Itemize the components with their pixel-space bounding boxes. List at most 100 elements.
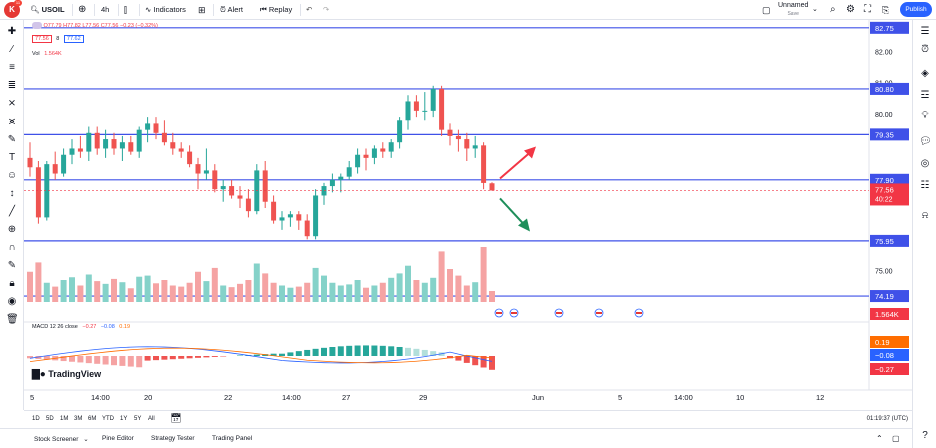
candle[interactable] xyxy=(439,88,445,130)
candle[interactable] xyxy=(279,217,285,221)
candle[interactable] xyxy=(69,148,75,155)
candle[interactable] xyxy=(346,167,352,177)
bell-icon[interactable]: ⍾ xyxy=(921,210,929,221)
tradingview-logo[interactable]: ▇● TradingView xyxy=(32,369,101,380)
fib-icon[interactable]: ≣ xyxy=(7,80,17,91)
hotlist-icon[interactable]: ☲ xyxy=(920,90,930,101)
range-button-1d[interactable]: 1D xyxy=(32,416,40,422)
candle[interactable] xyxy=(388,142,394,152)
layout-name-button[interactable]: Unnamed Save xyxy=(778,2,808,18)
volume-value-badge[interactable] xyxy=(870,308,909,320)
level-price-badge[interactable] xyxy=(870,82,909,95)
trash-icon[interactable]: 🗑︎ xyxy=(6,314,19,325)
lightbulb-icon[interactable]: 💡︎ xyxy=(921,110,929,121)
range-button-6m[interactable]: 6M xyxy=(88,416,97,422)
macd-value-badge[interactable] xyxy=(870,349,909,361)
trendline-icon[interactable]: ∕ xyxy=(11,44,13,55)
candle[interactable] xyxy=(128,142,134,152)
level-price-badge[interactable] xyxy=(870,290,909,303)
eye-icon[interactable]: ◉ xyxy=(7,296,17,307)
search-icon[interactable]: ⌕ xyxy=(830,4,836,15)
range-button-all[interactable]: All xyxy=(148,416,155,422)
candle[interactable] xyxy=(447,129,453,136)
tab-strategy-tester[interactable]: Strategy Tester xyxy=(151,435,195,442)
candle[interactable] xyxy=(44,164,50,218)
text-icon[interactable]: T xyxy=(8,152,16,163)
candle[interactable] xyxy=(52,164,58,174)
candle[interactable] xyxy=(178,148,184,152)
projection-icon[interactable]: ⪤ xyxy=(8,116,16,127)
candle[interactable] xyxy=(27,157,33,168)
lock-icon[interactable]: 🔒︎ xyxy=(9,278,15,289)
bid-value[interactable]: 77.56 xyxy=(32,35,52,43)
range-button-5d[interactable]: 5D xyxy=(46,416,54,422)
candle[interactable] xyxy=(136,129,142,152)
chevron-down-icon[interactable]: ⌄ xyxy=(812,6,818,13)
candle[interactable] xyxy=(313,195,319,237)
candle[interactable] xyxy=(229,186,235,196)
range-button-1m[interactable]: 1M xyxy=(60,416,69,422)
candle[interactable] xyxy=(472,145,478,149)
range-button-1y[interactable]: 1Y xyxy=(120,416,128,422)
gear-icon[interactable]: ⚙︎ xyxy=(846,4,855,15)
candle[interactable] xyxy=(481,145,487,183)
candle[interactable] xyxy=(397,120,403,143)
candle[interactable] xyxy=(321,186,327,196)
watchlist-icon[interactable]: ☰ xyxy=(920,26,930,37)
candle[interactable] xyxy=(170,142,176,149)
lock-drawing-icon[interactable]: ✎ xyxy=(7,260,17,271)
candle[interactable] xyxy=(220,186,226,190)
ask-value[interactable]: 77.62 xyxy=(63,35,84,43)
candle[interactable] xyxy=(296,214,302,221)
ruler-icon[interactable]: ╱ xyxy=(8,206,16,217)
candle[interactable] xyxy=(145,123,151,130)
candle[interactable] xyxy=(195,164,201,174)
user-avatar[interactable]: K xyxy=(4,2,20,18)
eye-icon[interactable] xyxy=(32,22,42,29)
candle[interactable] xyxy=(161,132,167,143)
range-button-5y[interactable]: 5Y xyxy=(134,416,142,422)
candle[interactable] xyxy=(245,198,251,212)
chart-area[interactable]: 82.0081.0080.0078.0076.0075.0082.7580.80… xyxy=(24,20,912,410)
alarm-clock-icon[interactable]: ⏰︎ xyxy=(921,44,929,55)
candle[interactable] xyxy=(413,101,419,111)
level-price-badge[interactable] xyxy=(870,173,909,186)
candle[interactable] xyxy=(237,195,243,199)
down-arrow-drawing[interactable] xyxy=(499,197,525,226)
pattern-icon[interactable]: ⨯ xyxy=(7,98,17,109)
candle[interactable] xyxy=(111,139,117,149)
crosshair-icon[interactable]: ✚ xyxy=(7,26,17,37)
candle[interactable] xyxy=(77,148,83,152)
level-price-badge[interactable] xyxy=(870,234,909,247)
candle[interactable] xyxy=(35,167,41,218)
layout-icon[interactable]: ▢ xyxy=(762,5,771,15)
candle[interactable] xyxy=(153,123,159,133)
tab-trading-panel[interactable]: Trading Panel xyxy=(212,435,253,442)
calendar-goto-icon[interactable]: 📅︎ xyxy=(170,413,182,423)
horizontal-lines-icon[interactable]: ≡ xyxy=(9,62,15,73)
publish-button[interactable]: Publish xyxy=(900,2,932,17)
redo-icon[interactable]: ↷ xyxy=(323,5,330,14)
fullscreen-icon[interactable]: ⛶ xyxy=(864,4,871,15)
collapse-panel-icon[interactable]: ⌃ xyxy=(876,434,883,443)
range-button-ytd[interactable]: YTD xyxy=(102,416,114,422)
candle[interactable] xyxy=(329,179,335,187)
symbol-search[interactable]: 🔍︎ USOIL xyxy=(30,3,65,17)
candle[interactable] xyxy=(61,154,67,174)
candle[interactable] xyxy=(86,132,92,152)
level-price-badge[interactable] xyxy=(870,128,909,141)
candle[interactable] xyxy=(203,170,209,174)
candle[interactable] xyxy=(212,170,218,190)
camera-icon[interactable]: ⎘ xyxy=(882,5,890,15)
indicators-button[interactable]: ∿ Indicators xyxy=(145,3,186,17)
compare-plus-icon[interactable]: ⊕ xyxy=(78,4,87,15)
current-price-badge[interactable] xyxy=(870,183,909,206)
candle[interactable] xyxy=(380,148,386,152)
interval-button[interactable]: 4h xyxy=(101,5,110,14)
zoom-in-icon[interactable]: ⊕ xyxy=(7,224,17,235)
candle[interactable] xyxy=(489,183,495,191)
candle[interactable] xyxy=(254,170,260,212)
maximize-panel-icon[interactable]: ▢ xyxy=(892,434,900,443)
candle[interactable] xyxy=(405,101,411,121)
emoji-icon[interactable]: ☺ xyxy=(6,170,18,181)
